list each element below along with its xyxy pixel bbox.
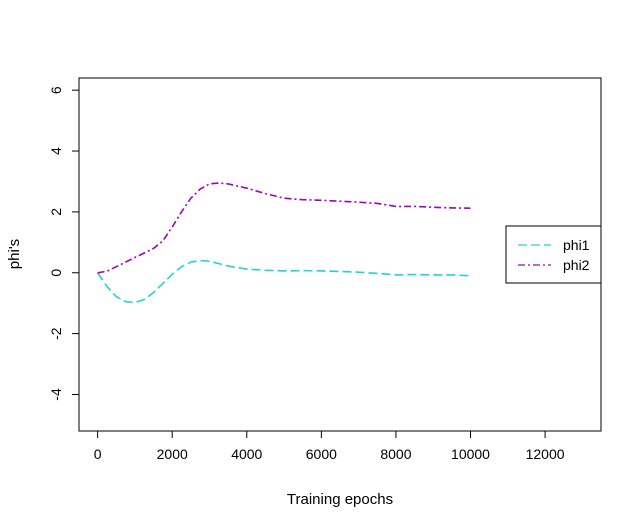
y-axis-label: phi's	[6, 239, 23, 269]
y-tick-label: -2	[48, 327, 64, 340]
x-axis-label: Training epochs	[287, 491, 393, 508]
series-line-phi2	[97, 182, 471, 274]
series-line-phi1	[96, 259, 471, 304]
legend-label-phi2: phi2	[563, 257, 590, 273]
x-tick-label: 12000	[526, 446, 565, 462]
y-tick-label: 2	[48, 208, 64, 216]
y-tick-label: -4	[48, 388, 64, 401]
y-tick-label: 0	[48, 269, 64, 277]
legend-box	[505, 225, 602, 284]
x-tick-label: 4000	[231, 446, 262, 462]
x-tick-label: 10000	[451, 446, 490, 462]
x-tick-label: 0	[94, 446, 102, 462]
series-layer	[96, 182, 471, 304]
y-axis: -4 -2 0 2 4 6	[48, 86, 80, 401]
x-tick-label: 6000	[306, 446, 337, 462]
x-tick-label: 2000	[157, 446, 188, 462]
legend-label-phi1: phi1	[563, 237, 590, 253]
x-axis: 0 2000 4000 6000 8000 10000 12000	[94, 430, 565, 462]
x-tick-label: 8000	[380, 446, 411, 462]
legend: phi1 phi2	[505, 225, 602, 284]
y-tick-label: 6	[48, 86, 64, 94]
y-tick-label: 4	[48, 147, 64, 155]
